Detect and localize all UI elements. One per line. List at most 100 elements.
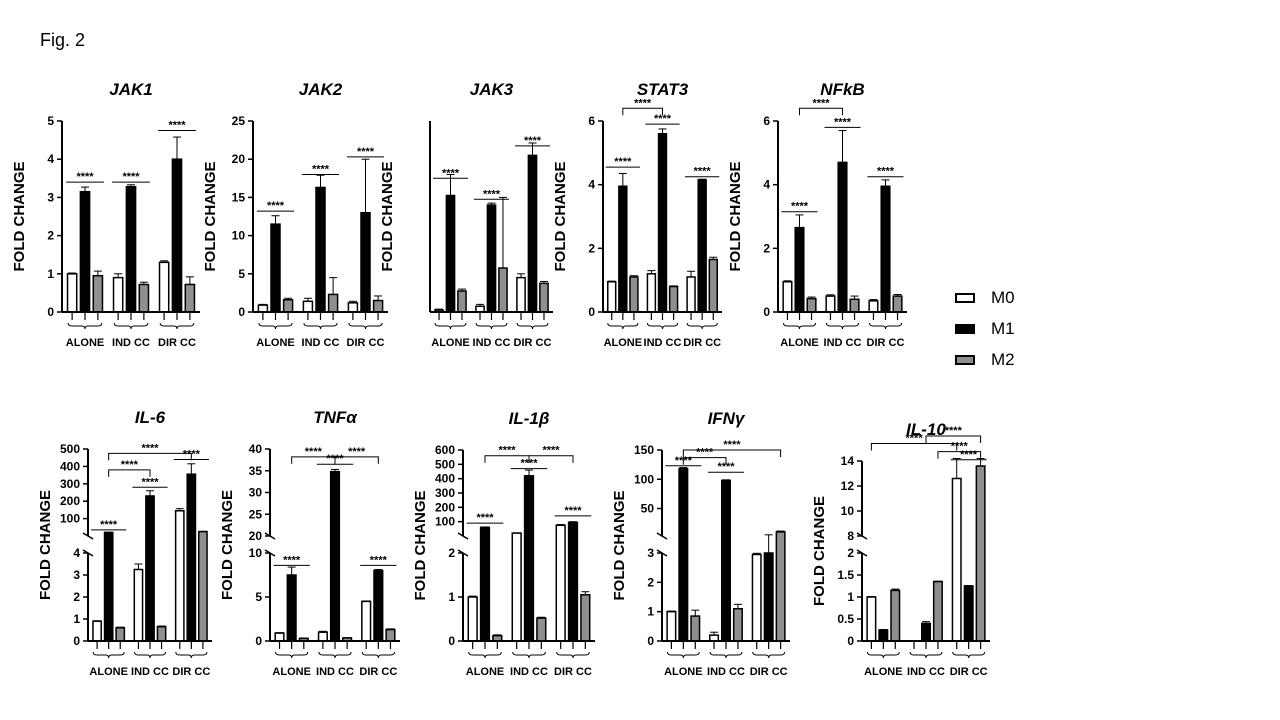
group-label: DIR CC — [554, 666, 592, 678]
y-axis-label: FOLD CHANGE — [552, 162, 569, 272]
y-tick-label: 0 — [238, 305, 245, 319]
group-label: IND CC — [644, 337, 682, 349]
significance-marker: **** — [305, 446, 323, 458]
bar-alone-m2 — [629, 276, 639, 313]
legend-swatch-m1 — [955, 323, 975, 334]
legend-label-m2: M2 — [991, 349, 1015, 369]
y-axis-label: FOLD CHANGE — [811, 496, 828, 606]
bar-ind-cc-m2 — [668, 285, 679, 313]
bar-dir-cc-m2 — [184, 283, 196, 313]
significance-bracket — [334, 456, 379, 464]
significance-marker: **** — [696, 447, 714, 459]
group-bracket — [909, 651, 943, 659]
y-axis-label: FOLD CHANGE — [379, 162, 396, 272]
group-label: IND CC — [131, 666, 169, 678]
group-label: IND CC — [510, 666, 548, 678]
significance-marker: **** — [141, 442, 159, 454]
group-label: DIR CC — [683, 337, 721, 349]
bar-ind-cc-m2 — [536, 617, 547, 642]
group-label: IND CC — [707, 666, 745, 678]
y-tick-label: 14 — [841, 454, 855, 468]
y-tick-label: 200 — [435, 500, 455, 514]
group-label: ALONE — [66, 337, 105, 349]
bar-dir-cc-m2 — [975, 465, 986, 642]
bar-alone-m0 — [257, 304, 269, 313]
y-tick-label: 20 — [249, 529, 263, 543]
bar-alone-m1 — [270, 223, 281, 313]
y-tick-label: 1 — [448, 590, 455, 604]
significance-bracket — [682, 457, 727, 465]
y-tick-label: 200 — [60, 494, 80, 508]
y-tick-label: 2 — [763, 241, 770, 255]
chart-title: STAT3 — [637, 80, 689, 99]
group-label: ALONE — [89, 666, 128, 678]
bar-ind-cc-m1 — [329, 470, 341, 642]
group-label: IND CC — [112, 337, 150, 349]
significance-bracket — [622, 107, 663, 116]
chart-title: JAK3 — [470, 80, 514, 99]
y-axis-label: FOLD CHANGE — [412, 491, 429, 601]
bar-dir-cc-m1 — [527, 154, 538, 313]
legend-swatch-m2 — [955, 354, 975, 365]
bar-dir-cc-m2 — [385, 628, 396, 642]
significance-bracket — [799, 107, 843, 116]
bar-alone-m2 — [806, 297, 817, 313]
legend-label-m0: M0 — [991, 287, 1015, 307]
bar-alone-m1 — [479, 526, 491, 642]
y-tick-label: 10 — [841, 504, 855, 518]
significance-marker: **** — [634, 97, 652, 109]
significance-marker: **** — [791, 201, 809, 213]
bar-alone-m1 — [103, 531, 114, 642]
group-label: DIR CC — [514, 337, 552, 349]
y-tick-label: 0 — [847, 634, 854, 648]
group-label: DIR CC — [347, 337, 385, 349]
bar-dir-cc-m2 — [580, 594, 591, 642]
chart-panel: JAK2 FOLD CHANGE 0 5 10 15 20 25 ALONE IND CC DIR … — [202, 80, 388, 349]
y-tick-label: 0.5 — [837, 612, 854, 626]
y-tick-label: 600 — [435, 443, 455, 457]
bar-dir-cc-m1 — [360, 211, 371, 313]
y-axis-label: FOLD CHANGE — [727, 162, 744, 272]
group-bracket — [92, 651, 125, 659]
legend: M0 M1 M2 — [955, 282, 1015, 375]
group-bracket — [709, 651, 743, 659]
significance-marker: **** — [442, 167, 460, 179]
group-label: IND CC — [824, 337, 862, 349]
bar-dir-cc-m1 — [963, 585, 974, 642]
bar-alone-m2 — [282, 299, 294, 313]
significance-marker: **** — [542, 445, 560, 457]
bar-dir-cc-m0 — [361, 600, 372, 642]
axis-break-mark — [264, 532, 276, 540]
significance-marker: **** — [694, 166, 712, 178]
group-bracket — [275, 651, 309, 659]
y-tick-label: 2 — [588, 241, 595, 255]
legend-swatch-m0 — [955, 292, 975, 303]
bar-ind-cc-m1 — [486, 204, 497, 313]
bar-dir-cc-m0 — [158, 261, 170, 313]
significance-marker: **** — [905, 433, 923, 445]
bar-dir-cc-m1 — [880, 185, 891, 313]
bar-dir-cc-m0 — [555, 524, 566, 642]
group-bracket — [67, 322, 103, 330]
y-tick-label: 5 — [47, 114, 54, 128]
axis-break-mark — [856, 549, 868, 557]
significance-marker: **** — [267, 200, 285, 212]
significance-marker: **** — [945, 425, 963, 437]
axis-break-mark — [82, 532, 94, 540]
bar-dir-cc-m2 — [775, 531, 786, 642]
y-tick-label: 1 — [73, 612, 80, 626]
significance-marker: **** — [564, 505, 582, 517]
y-tick-label: 0 — [448, 634, 455, 648]
bar-dir-cc-m0 — [347, 302, 359, 313]
group-bracket — [361, 651, 395, 659]
bar-ind-cc-m1 — [315, 186, 326, 313]
chart-title: IFNγ — [708, 409, 746, 428]
chart-panel: STAT3 FOLD CHANGE 0 2 4 6 ALONE IND CC DIR CC ***… — [552, 80, 722, 349]
group-bracket — [556, 651, 590, 659]
group-label: IND CC — [473, 337, 511, 349]
bar-dir-cc-m0 — [868, 300, 879, 313]
significance-marker: **** — [524, 135, 542, 147]
group-label: ALONE — [466, 666, 505, 678]
chart-title: TNFα — [313, 408, 358, 427]
